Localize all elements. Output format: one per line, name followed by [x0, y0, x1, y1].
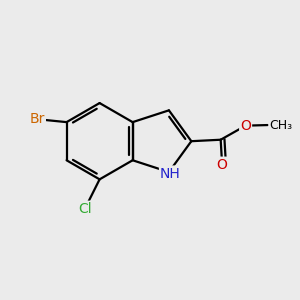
Text: Cl: Cl	[78, 202, 92, 216]
Text: O: O	[240, 118, 251, 133]
Text: CH₃: CH₃	[269, 118, 292, 132]
Text: NH: NH	[160, 167, 181, 181]
Text: Br: Br	[29, 112, 45, 126]
Text: O: O	[217, 158, 228, 172]
